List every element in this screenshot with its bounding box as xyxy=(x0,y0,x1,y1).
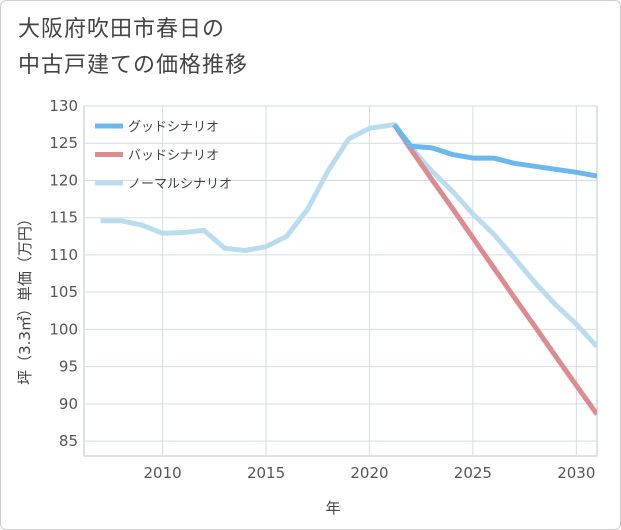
y-tick-label: 85 xyxy=(59,432,78,450)
y-axis-label: 坪（3.3㎡）単価（万円） xyxy=(16,211,34,385)
y-tick-label: 90 xyxy=(59,395,78,413)
series-line-bad xyxy=(392,123,597,416)
x-tick-label: 2020 xyxy=(350,464,388,482)
chart-title: 大阪府吹田市春日の 中古戸建ての価格推移 xyxy=(18,12,248,84)
y-tick-label: 120 xyxy=(49,171,78,189)
legend-label-good: グッドシナリオ xyxy=(128,120,219,135)
title-line-1: 大阪府吹田市春日の xyxy=(18,17,226,42)
legend-label-normal: ノーマルシナリオ xyxy=(128,177,232,192)
legend-label-bad: バッドシナリオ xyxy=(128,149,219,164)
y-tick-label: 115 xyxy=(49,209,78,227)
y-tick-label: 125 xyxy=(49,134,78,152)
title-line-2: 中古戸建ての価格推移 xyxy=(18,53,249,78)
x-tick-label: 2015 xyxy=(247,464,285,482)
y-tick-label: 105 xyxy=(49,283,78,301)
x-tick-label: 2030 xyxy=(557,464,595,482)
y-tick-label: 110 xyxy=(49,246,78,264)
y-tick-label: 100 xyxy=(49,320,78,338)
x-tick-label: 2010 xyxy=(144,464,182,482)
series-line-good xyxy=(392,123,597,179)
y-tick-label: 95 xyxy=(59,358,78,376)
y-tick-label: 130 xyxy=(49,97,78,115)
x-axis-label: 年 xyxy=(325,499,340,517)
series-line-normal xyxy=(100,122,597,349)
x-tick-label: 2025 xyxy=(454,464,492,482)
